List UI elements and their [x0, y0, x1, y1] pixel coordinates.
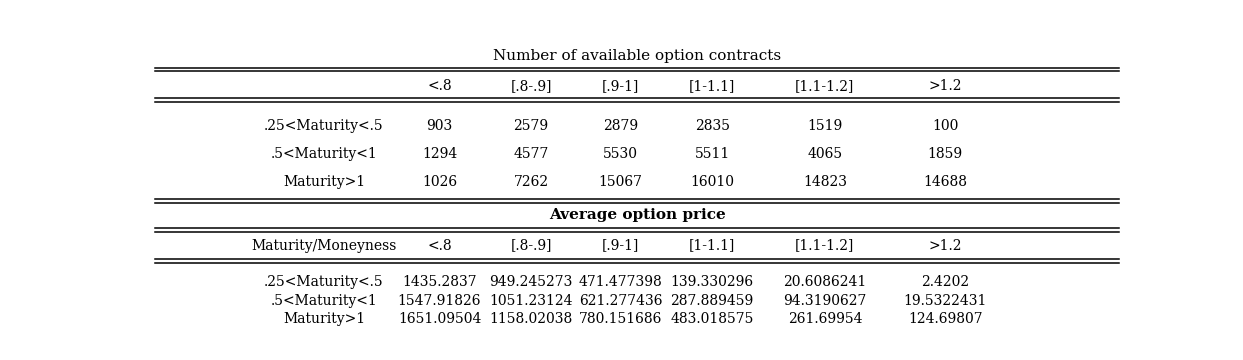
Text: 621.277436: 621.277436	[579, 294, 663, 308]
Text: >1.2: >1.2	[929, 79, 962, 93]
Text: [1.1-1.2]: [1.1-1.2]	[796, 79, 855, 93]
Text: 124.69807: 124.69807	[907, 312, 983, 326]
Text: 20.6086241: 20.6086241	[783, 275, 866, 289]
Text: 1435.2837: 1435.2837	[403, 275, 477, 289]
Text: 261.69954: 261.69954	[788, 312, 863, 326]
Text: <.8: <.8	[428, 79, 452, 93]
Text: 2.4202: 2.4202	[921, 275, 970, 289]
Text: 4577: 4577	[513, 147, 548, 161]
Text: 4065: 4065	[807, 147, 843, 161]
Text: 1547.91826: 1547.91826	[398, 294, 481, 308]
Text: 139.330296: 139.330296	[671, 275, 753, 289]
Text: 1026: 1026	[421, 175, 457, 189]
Text: [1.1-1.2]: [1.1-1.2]	[796, 239, 855, 253]
Text: 1519: 1519	[807, 120, 843, 133]
Text: .5<Maturity<1: .5<Maturity<1	[271, 294, 378, 308]
Text: Maturity>1: Maturity>1	[283, 175, 365, 189]
Text: 287.889459: 287.889459	[670, 294, 753, 308]
Text: <.8: <.8	[428, 239, 452, 253]
Text: 100: 100	[932, 120, 958, 133]
Text: Maturity>1: Maturity>1	[283, 312, 365, 326]
Text: >1.2: >1.2	[929, 239, 962, 253]
Text: 14823: 14823	[803, 175, 846, 189]
Text: 2879: 2879	[603, 120, 638, 133]
Text: 1051.23124: 1051.23124	[490, 294, 573, 308]
Text: [1-1.1]: [1-1.1]	[689, 79, 736, 93]
Text: 16010: 16010	[690, 175, 735, 189]
Text: 1859: 1859	[927, 147, 963, 161]
Text: 14688: 14688	[924, 175, 967, 189]
Text: 2579: 2579	[513, 120, 548, 133]
Text: Number of available option contracts: Number of available option contracts	[493, 49, 781, 63]
Text: 7262: 7262	[513, 175, 548, 189]
Text: .25<Maturity<.5: .25<Maturity<.5	[265, 120, 384, 133]
Text: 949.245273: 949.245273	[490, 275, 573, 289]
Text: .25<Maturity<.5: .25<Maturity<.5	[265, 275, 384, 289]
Text: [.8-.9]: [.8-.9]	[511, 79, 552, 93]
Text: 15067: 15067	[599, 175, 643, 189]
Text: 903: 903	[426, 120, 452, 133]
Text: Average option price: Average option price	[548, 208, 726, 222]
Text: 94.3190627: 94.3190627	[783, 294, 866, 308]
Text: 780.151686: 780.151686	[579, 312, 663, 326]
Text: 5530: 5530	[603, 147, 638, 161]
Text: 471.477398: 471.477398	[579, 275, 663, 289]
Text: [.9-1]: [.9-1]	[602, 239, 639, 253]
Text: 2835: 2835	[695, 120, 730, 133]
Text: 5511: 5511	[695, 147, 730, 161]
Text: Maturity/Moneyness: Maturity/Moneyness	[251, 239, 397, 253]
Text: 19.5322431: 19.5322431	[904, 294, 987, 308]
Text: 483.018575: 483.018575	[670, 312, 753, 326]
Text: [1-1.1]: [1-1.1]	[689, 239, 736, 253]
Text: .5<Maturity<1: .5<Maturity<1	[271, 147, 378, 161]
Text: [.9-1]: [.9-1]	[602, 79, 639, 93]
Text: 1294: 1294	[421, 147, 457, 161]
Text: [.8-.9]: [.8-.9]	[511, 239, 552, 253]
Text: 1158.02038: 1158.02038	[490, 312, 573, 326]
Text: 1651.09504: 1651.09504	[398, 312, 481, 326]
